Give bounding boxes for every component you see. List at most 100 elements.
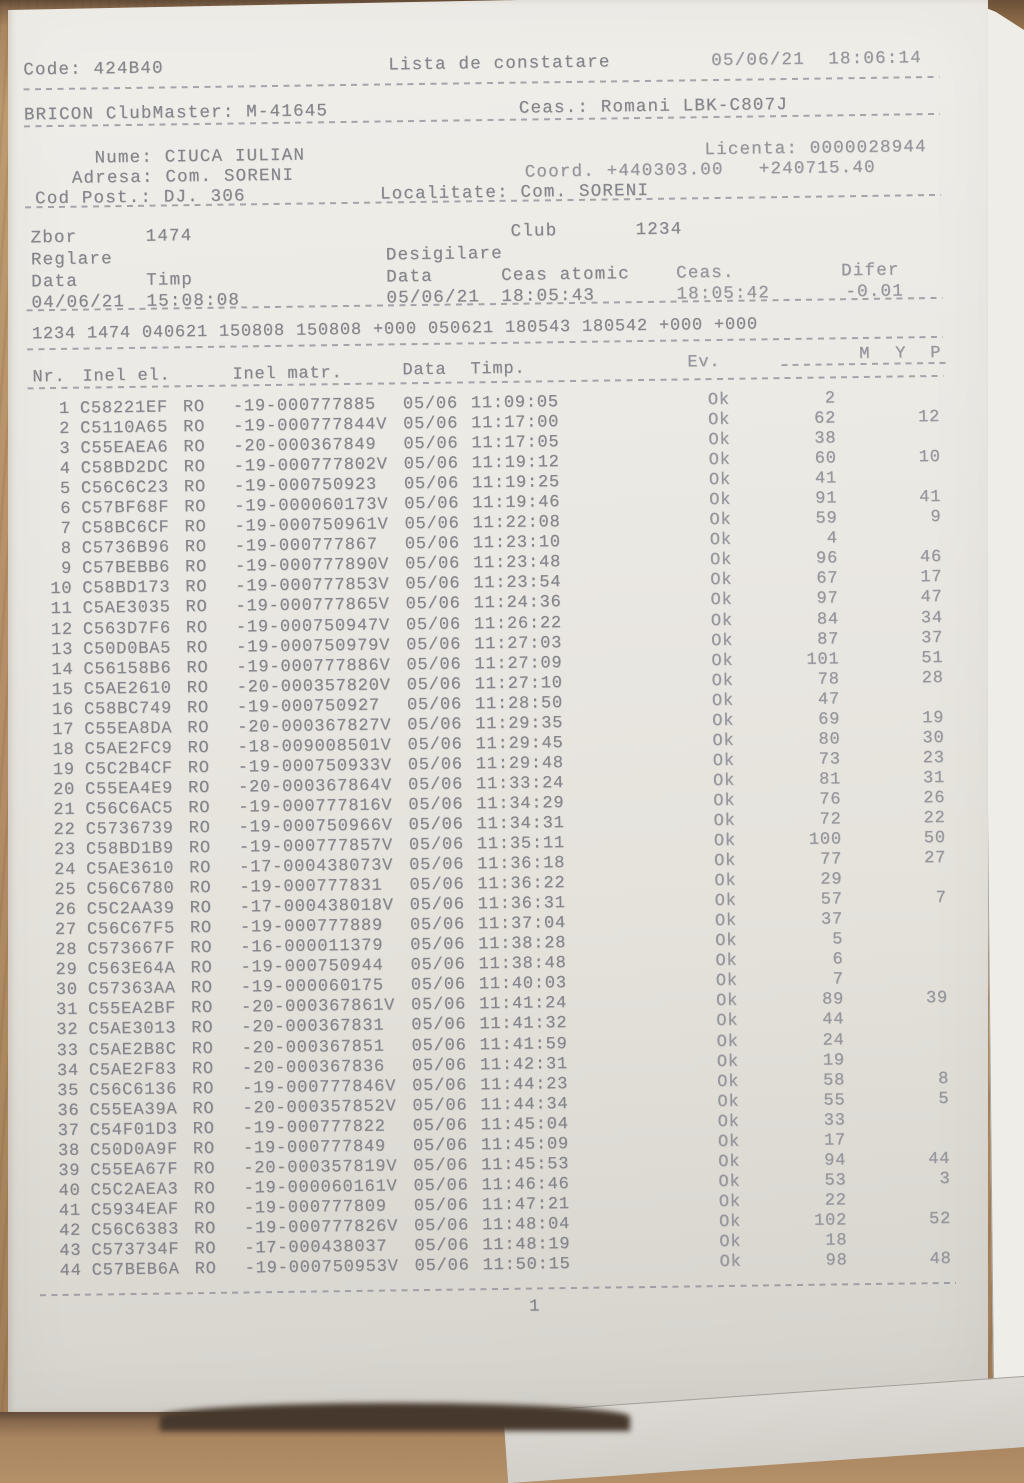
cell-date: 05/06 [410, 975, 466, 996]
cell-p: 19 [922, 708, 945, 728]
cell-m: 102 [813, 1211, 848, 1231]
cell-nr: 28 [55, 941, 78, 961]
reglare-timp-label: Timp [146, 270, 194, 291]
cell-p: 10 [918, 448, 941, 468]
cell-date: 05/06 [409, 875, 465, 896]
col-header-p: P [930, 343, 942, 364]
cell-nr: 25 [54, 880, 77, 901]
zbor-label: Zbor [30, 227, 78, 249]
cell-matr: -19-000750979V [236, 636, 391, 658]
cell-ring: C50D0A9F [89, 1140, 179, 1161]
cell-ev: Ok [716, 1052, 740, 1072]
cell-country: RO [192, 1079, 215, 1099]
cell-matr: -19-000777890V [234, 555, 390, 577]
cell-m: 97 [816, 589, 839, 610]
cell-ev: Ok [715, 952, 738, 972]
cell-ev: Ok [709, 551, 733, 571]
cell-p [834, 388, 940, 389]
cell-m: 87 [816, 629, 840, 650]
cell-date: 05/06 [407, 775, 464, 796]
cell-ev: Ok [711, 671, 734, 691]
cell-nr: 8 [60, 540, 72, 560]
reglare-data-label: Data [31, 271, 79, 293]
cell-date: 05/06 [406, 675, 462, 695]
cell-date: 05/06 [408, 815, 464, 836]
cell-date: 05/06 [404, 494, 460, 515]
cell-nr: 37 [57, 1121, 80, 1141]
cell-m: 80 [818, 730, 841, 750]
cell-date: 05/06 [412, 1076, 468, 1096]
cell-time: 11:23:54 [473, 573, 562, 594]
cell-ev: Ok [707, 390, 731, 411]
cell-nr: 5 [59, 479, 72, 500]
cell-ring: C58BD173 [82, 578, 171, 600]
cell-time: 11:19:25 [471, 473, 561, 494]
cell-ev: Ok [718, 1212, 742, 1232]
desig-ceas-atomic-label: Ceas atomic [501, 264, 631, 286]
cell-date: 05/06 [413, 1156, 469, 1176]
cell-matr: -19-000777853V [235, 575, 390, 597]
cell-ring: C5AE3035 [82, 598, 171, 620]
cell-ev: Ok [710, 571, 733, 591]
cell-ring: C56C6136 [89, 1079, 178, 1101]
col-header-nr: Nr. [32, 367, 66, 388]
cell-ring: C55EAEA6 [80, 438, 169, 459]
cell-matr: -17-000438037 [244, 1237, 388, 1259]
cell-ring: C56158B6 [83, 659, 172, 680]
cell-ring: C573734F [91, 1240, 180, 1261]
cell-p: 46 [919, 548, 943, 568]
cell-time: 11:22:08 [472, 513, 561, 534]
cell-ev: Ok [713, 791, 736, 812]
cell-time: 11:23:10 [472, 533, 561, 554]
cell-time: 11:35:11 [476, 834, 566, 855]
cell-date: 05/06 [412, 1136, 469, 1156]
cell-date: 05/06 [410, 995, 467, 1016]
cell-matr: -19-000750944 [240, 956, 384, 978]
cell-date: 05/06 [413, 1216, 470, 1237]
cell-country: RO [190, 999, 214, 1019]
cell-m: 81 [818, 770, 842, 790]
cell-p: 37 [920, 628, 944, 648]
col-header-y: Y [895, 344, 907, 364]
cell-matr: -19-000777802V [233, 455, 388, 477]
cell-date: 05/06 [405, 594, 461, 615]
cell-ev: Ok [709, 511, 732, 531]
cell-date: 05/06 [403, 434, 459, 455]
cell-ring: C5934EAF [90, 1200, 179, 1221]
col-header-inel-el: Inel el. [82, 366, 171, 387]
cell-m: 4 [826, 529, 838, 549]
cell-ev: Ok [713, 831, 737, 852]
cell-time: 11:26:22 [473, 613, 563, 634]
cell-ev: Ok [717, 1112, 740, 1132]
separator-line [39, 1281, 956, 1297]
cell-ring: C57363AA [87, 979, 176, 1000]
cell-ev: Ok [709, 531, 732, 551]
cell-country: RO [184, 538, 207, 558]
cell-country: RO [182, 397, 206, 418]
cell-country: RO [186, 698, 210, 718]
cell-country: RO [188, 838, 212, 859]
cell-time: 11:23:48 [472, 553, 562, 574]
coordinates: Coord. +440303.00 +240715.40 [524, 157, 876, 183]
cell-m: 19 [822, 1050, 845, 1071]
cell-time: 11:29:45 [475, 733, 564, 755]
col-header-data: Data [402, 360, 447, 381]
cell-p [841, 909, 947, 910]
cell-nr: 21 [53, 800, 76, 820]
cell-ev: Ok [715, 932, 738, 952]
cell-nr: 16 [51, 700, 75, 720]
cell-date: 05/06 [411, 1035, 467, 1056]
cell-nr: 3 [59, 439, 71, 460]
cell-nr: 23 [53, 840, 77, 861]
cell-p: 26 [923, 788, 946, 809]
cell-time: 11:41:32 [479, 1014, 568, 1035]
cell-ev: Ok [718, 1192, 741, 1212]
cell-ev: Ok [712, 711, 735, 731]
cell-time: 11:45:09 [480, 1134, 570, 1156]
cell-nr: 39 [58, 1161, 81, 1181]
cell-matr: -19-000777822 [242, 1117, 386, 1139]
cell-time: 11:42:31 [479, 1054, 569, 1075]
cell-date: 05/06 [406, 695, 463, 715]
cell-country: RO [184, 558, 208, 578]
cell-ring: C58BD1B9 [85, 839, 175, 860]
